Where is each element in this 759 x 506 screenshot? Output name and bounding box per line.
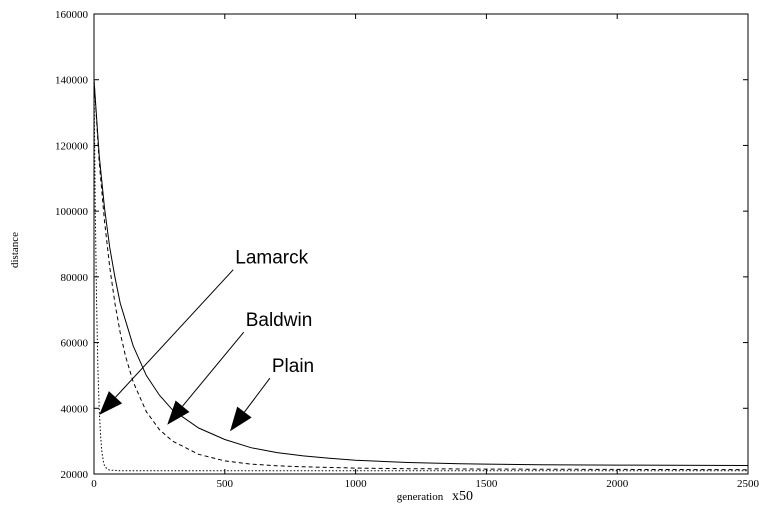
- annotation-arrow-line: [182, 331, 245, 407]
- series-line-baldwin: [93, 79, 749, 471]
- y-tick-label: 40000: [61, 403, 89, 415]
- x-tick-label: 1500: [475, 478, 498, 490]
- x-axis-label: generation: [397, 491, 444, 503]
- annotation-arrow-line: [115, 269, 234, 398]
- y-axis-ticks: 20000 40000 60000 80000 100000 120000 140000 16…: [55, 9, 748, 481]
- x-tick-label: 2500: [737, 478, 759, 490]
- y-tick-label: 140000: [55, 75, 89, 87]
- y-tick-label: 80000: [61, 272, 89, 284]
- annotation-arrow-head: [99, 391, 123, 415]
- annotation-arrow-head: [167, 400, 190, 425]
- y-tick-label: 160000: [55, 9, 89, 21]
- annotation-arrow-line: [244, 377, 271, 413]
- annotation-label-plain: Plain: [272, 356, 314, 377]
- series-line-lamarck: [93, 79, 748, 472]
- annotation-layer: Lamarck Baldwin Plain: [99, 248, 314, 432]
- y-tick-label: 60000: [61, 338, 89, 350]
- annotation-label-baldwin: Baldwin: [246, 310, 313, 331]
- annotation-label-lamarck: Lamarck: [235, 248, 308, 269]
- y-axis-label: distance: [9, 232, 21, 268]
- series-layer: [93, 79, 749, 472]
- x-axis-multiplier: x50: [452, 489, 473, 504]
- y-tick-label: 120000: [55, 140, 89, 152]
- x-tick-label: 1000: [345, 478, 368, 490]
- y-tick-label: 100000: [55, 206, 89, 218]
- x-tick-label: 0: [91, 478, 97, 490]
- x-tick-label: 500: [217, 478, 234, 490]
- x-axis-ticks: 0 500 1000 1500 2000 2500: [91, 14, 759, 490]
- plot-frame: [93, 13, 749, 475]
- series-line-plain: [93, 79, 749, 466]
- annotation-arrow-head: [230, 406, 252, 432]
- x-tick-label: 2000: [606, 478, 629, 490]
- y-tick-label: 20000: [61, 469, 89, 481]
